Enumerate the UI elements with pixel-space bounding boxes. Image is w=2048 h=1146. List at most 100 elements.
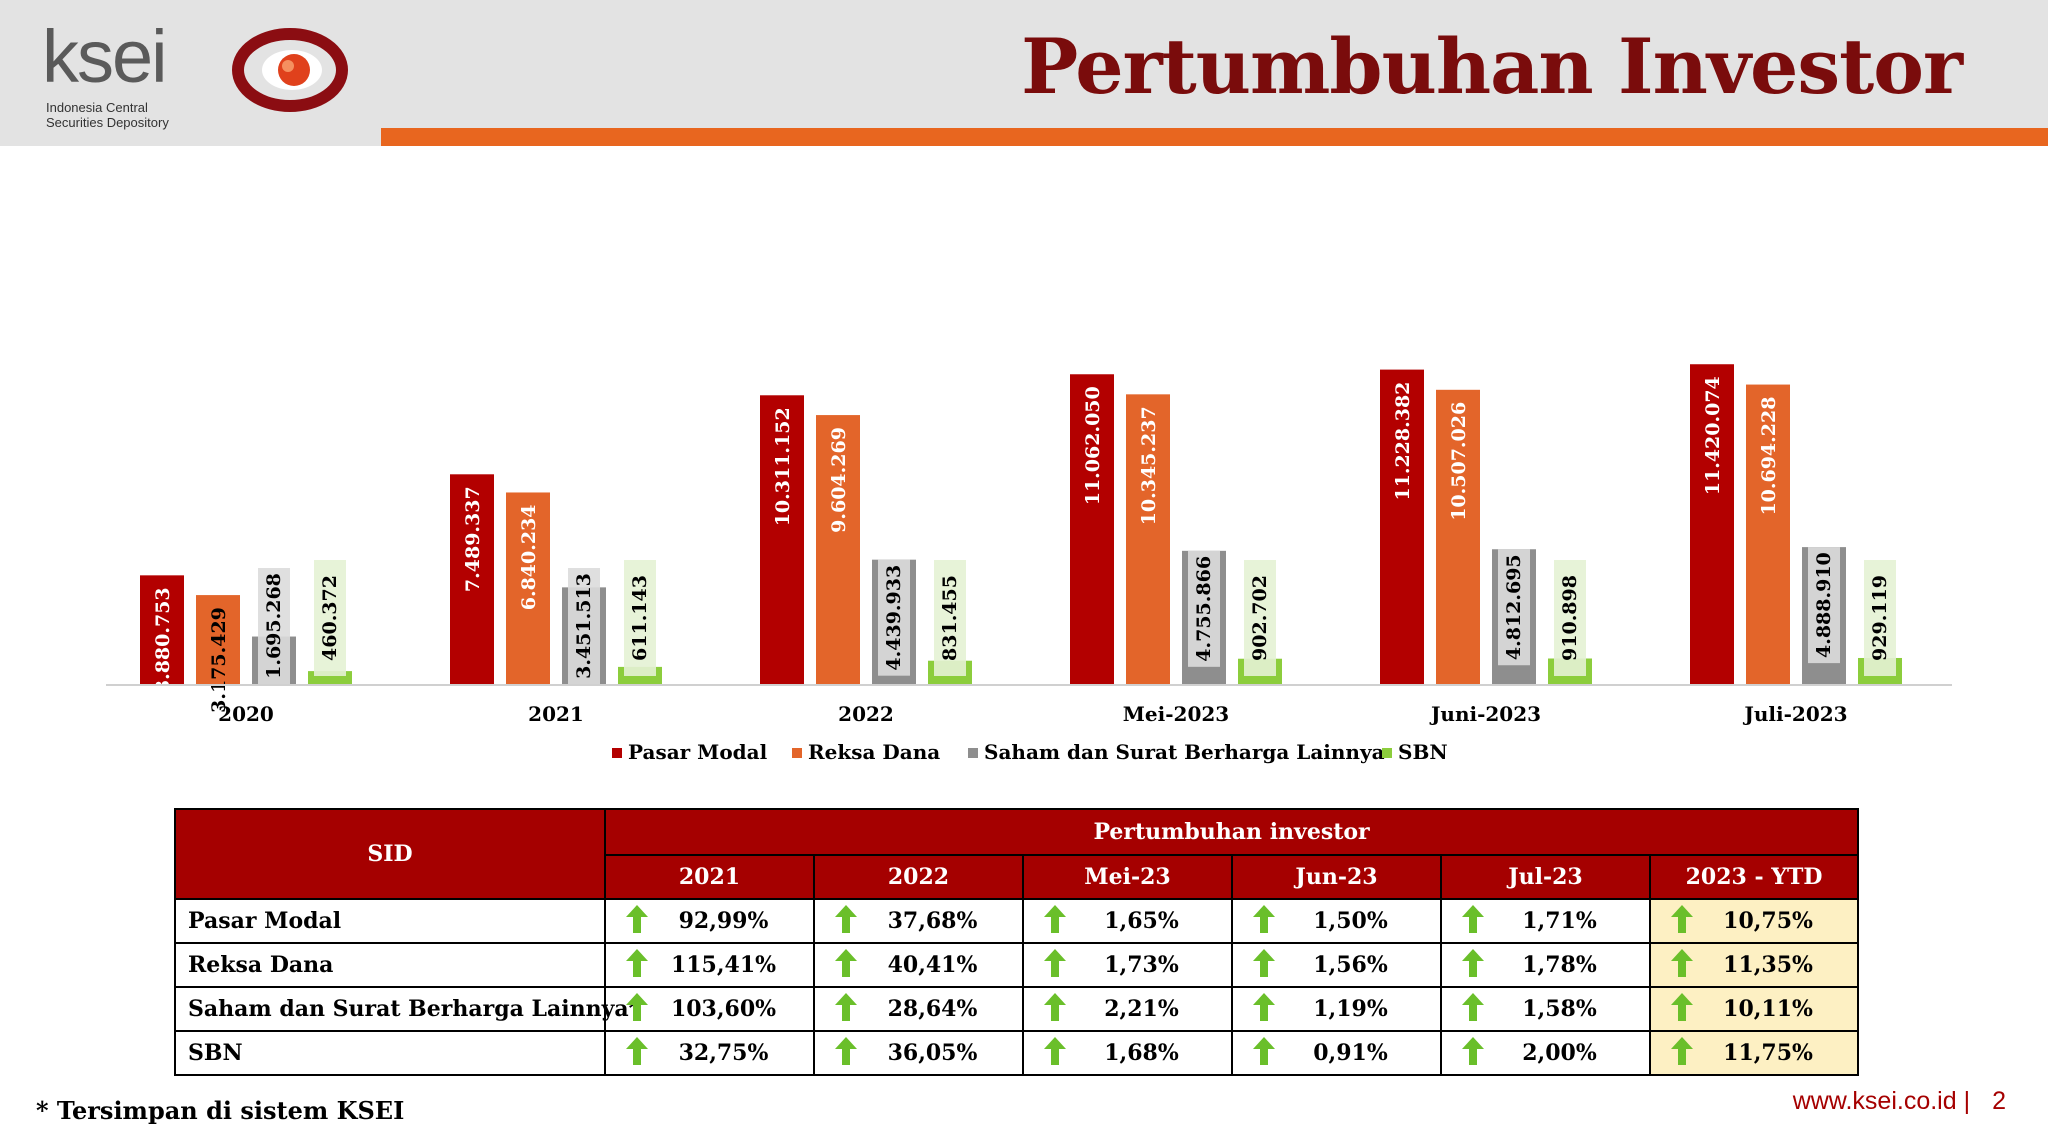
growth-value: 10,11% xyxy=(1723,996,1813,1022)
value-label-box xyxy=(624,560,656,676)
growth-cell: 1,65% xyxy=(1022,898,1233,944)
column-header: 2021 xyxy=(604,854,815,900)
growth-value: 11,75% xyxy=(1723,1040,1813,1066)
green-up-arrow-icon xyxy=(835,1037,857,1065)
growth-value: 36,05% xyxy=(887,1040,978,1066)
data-label: 3.451.513 xyxy=(573,573,595,679)
growth-value: 1,56% xyxy=(1313,952,1388,978)
data-label: 11.420.074 xyxy=(1702,376,1724,495)
value-label-box xyxy=(1808,547,1840,664)
table-row: Pasar Modal 92,99% 37,68% 1,65% 1,50% 1,71% 10… xyxy=(174,898,1860,944)
bar-pasar_modal xyxy=(140,575,184,684)
bar-reksa_dana xyxy=(816,415,860,684)
growth-cell: 2,00% xyxy=(1440,1030,1651,1076)
data-label: 10.311.152 xyxy=(772,407,794,526)
growth-value: 1,50% xyxy=(1313,908,1388,934)
growth-value: 0,91% xyxy=(1313,1040,1388,1066)
footer-link[interactable]: www.ksei.co.id | 2 xyxy=(1793,1087,2006,1116)
data-label: 611.143 xyxy=(629,575,651,661)
data-label: 11.062.050 xyxy=(1082,386,1104,505)
website-url[interactable]: www.ksei.co.id | xyxy=(1792,1087,1971,1115)
logo-wordmark: ksei xyxy=(42,15,168,98)
column-header: Jul-23 xyxy=(1440,854,1651,900)
x-tick-label: Juli-2023 xyxy=(1742,702,1847,726)
bar-pasar_modal xyxy=(450,474,494,684)
growth-cell: 115,41% xyxy=(604,942,815,988)
investor-growth-chart: 3.880.753 3.175.429 1.695.268 460.372 7.489.… xyxy=(106,364,1952,764)
x-tick-label: Mei-2023 xyxy=(1123,702,1229,726)
growth-value: 40,41% xyxy=(887,952,978,978)
x-tick-label: 2021 xyxy=(528,702,584,726)
data-label: 9.604.269 xyxy=(828,427,850,533)
legend-label: SBN xyxy=(1398,740,1448,764)
data-label: 4.888.910 xyxy=(1813,552,1835,658)
footnote: * Tersimpan di sistem KSEI xyxy=(36,1096,405,1125)
growth-value: 103,60% xyxy=(670,996,777,1022)
table-row: SBN 32,75% 36,05% 1,68% 0,91% 2,00% 11,75% xyxy=(174,1030,1860,1076)
corner-header: SID xyxy=(174,808,606,900)
green-up-arrow-icon xyxy=(1462,905,1484,933)
x-tick-label: 2020 xyxy=(218,702,274,726)
green-up-arrow-icon xyxy=(835,905,857,933)
legend-swatch-saham xyxy=(968,748,978,758)
green-up-arrow-icon xyxy=(1671,1037,1693,1065)
growth-cell: 10,75% xyxy=(1648,898,1860,944)
logo-subtitle: Indonesia Central Securities Depository xyxy=(46,100,169,130)
x-tick-label: Juni-2023 xyxy=(1429,702,1541,726)
green-up-arrow-icon xyxy=(1462,993,1484,1021)
data-label: 10.507.026 xyxy=(1448,402,1470,521)
value-label-box xyxy=(1498,549,1530,666)
green-up-arrow-icon xyxy=(626,949,648,977)
growth-cell: 32,75% xyxy=(604,1030,815,1076)
growth-value: 10,75% xyxy=(1723,908,1813,934)
data-label: 10.694.228 xyxy=(1758,397,1780,516)
table-row: Reksa Dana 115,41% 40,41% 1,73% 1,56% 1,78% 11… xyxy=(174,942,1860,988)
growth-cell: 11,35% xyxy=(1648,942,1860,988)
value-label-box xyxy=(314,560,346,676)
growth-value: 1,68% xyxy=(1104,1040,1179,1066)
data-label: 6.840.234 xyxy=(518,504,540,610)
growth-cell: 40,41% xyxy=(813,942,1024,988)
legend-label: Saham dan Surat Berharga Lainnya xyxy=(984,740,1385,764)
growth-cell: 1,56% xyxy=(1231,942,1442,988)
growth-cell: 36,05% xyxy=(813,1030,1024,1076)
value-label-box xyxy=(568,568,600,684)
growth-cell: 1,68% xyxy=(1022,1030,1233,1076)
value-label-box xyxy=(1188,550,1220,667)
green-up-arrow-icon xyxy=(626,1037,648,1065)
growth-value: 1,65% xyxy=(1104,908,1179,934)
bar-reksa_dana xyxy=(1126,394,1170,684)
x-tick-label: 2022 xyxy=(838,702,894,726)
logo-swirl-icon xyxy=(232,28,348,112)
legend-label: Reksa Dana xyxy=(808,740,940,764)
column-header: 2022 xyxy=(813,854,1024,900)
growth-value: 92,99% xyxy=(678,908,769,934)
growth-cell: 103,60% xyxy=(604,986,815,1032)
green-up-arrow-icon xyxy=(626,993,648,1021)
growth-cell: 10,11% xyxy=(1648,986,1860,1032)
growth-table: SID Pertumbuhan investor 2021 2022 Mei-2… xyxy=(174,808,1860,1076)
bar-reksa_dana xyxy=(1436,389,1480,684)
legend-label: Pasar Modal xyxy=(628,740,768,764)
green-up-arrow-icon xyxy=(1253,1037,1275,1065)
green-up-arrow-icon xyxy=(1253,905,1275,933)
bar-pasar_modal xyxy=(1690,364,1734,684)
column-header: Jun-23 xyxy=(1231,854,1442,900)
data-label: 910.898 xyxy=(1559,575,1581,661)
data-label: 929.119 xyxy=(1869,575,1891,661)
green-up-arrow-icon xyxy=(1044,1037,1066,1065)
data-label: 4.812.695 xyxy=(1503,554,1525,660)
row-label: Pasar Modal xyxy=(174,898,606,944)
green-up-arrow-icon xyxy=(1671,993,1693,1021)
growth-value: 115,41% xyxy=(670,952,777,978)
growth-cell: 11,75% xyxy=(1648,1030,1860,1076)
header-accent-bar xyxy=(381,128,2048,146)
green-up-arrow-icon xyxy=(1671,905,1693,933)
growth-cell: 2,21% xyxy=(1022,986,1233,1032)
bar-pasar_modal xyxy=(1380,369,1424,684)
data-label: 902.702 xyxy=(1249,575,1271,661)
page-number: 2 xyxy=(1992,1087,2006,1115)
growth-value: 11,35% xyxy=(1723,952,1813,978)
data-label: 1.695.268 xyxy=(263,573,285,679)
green-up-arrow-icon xyxy=(1044,993,1066,1021)
